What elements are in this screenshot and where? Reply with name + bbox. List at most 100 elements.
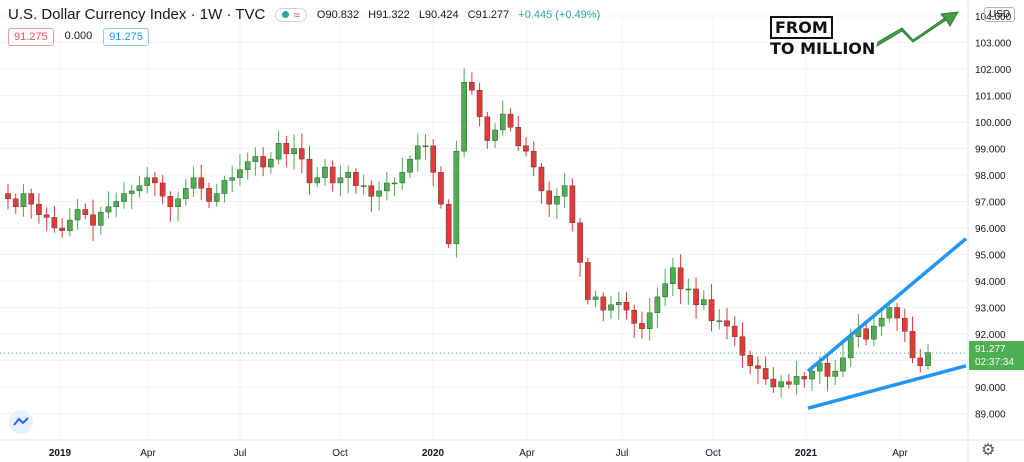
x-tick-label: 2021	[795, 448, 818, 459]
candle-body	[755, 365, 761, 369]
x-tick-label: Jul	[616, 448, 629, 459]
candle-body	[384, 182, 390, 192]
candle-body	[353, 172, 359, 186]
candle-body	[778, 381, 784, 388]
y-tick-label: 92.000	[975, 330, 1006, 341]
candle-body	[306, 158, 313, 184]
candle-body	[569, 185, 576, 223]
candle-body	[159, 182, 166, 197]
logo-line1: FROM	[770, 16, 833, 39]
x-tick-label: Apr	[519, 448, 535, 459]
indicator-box-3[interactable]: 91.275	[103, 28, 149, 46]
candle-body	[902, 317, 908, 332]
last-price-value: 91.277	[975, 344, 1006, 355]
high-value: H91.322	[368, 8, 410, 21]
candle-body	[206, 188, 212, 202]
candle-body	[693, 288, 699, 306]
y-tick-label: 101.000	[975, 92, 1012, 103]
candle-body	[291, 148, 297, 155]
y-tick-label: 98.000	[975, 171, 1006, 182]
candle-body	[175, 198, 181, 208]
candle-body	[183, 188, 189, 200]
candle-body	[561, 185, 568, 197]
candle-body	[770, 378, 777, 388]
candle-body	[747, 355, 753, 367]
candle-body	[894, 307, 900, 319]
candle-body	[476, 89, 483, 117]
candle-body	[925, 352, 931, 366]
candle-body	[762, 368, 769, 380]
y-tick-label: 104.000	[975, 12, 1012, 23]
candle-body	[871, 325, 877, 340]
x-tick-label: Oct	[705, 448, 721, 459]
candle-body	[484, 116, 491, 141]
x-tick-label: Jul	[234, 448, 247, 459]
candle-body	[438, 172, 444, 205]
candle-body	[670, 267, 676, 284]
candle-body	[546, 190, 552, 205]
candle-body	[461, 82, 467, 152]
candle-body	[190, 177, 197, 189]
candle-body	[499, 113, 506, 131]
y-tick-label: 102.000	[975, 65, 1012, 76]
symbol-title[interactable]: U.S. Dollar Currency Index · 1W · TVC	[8, 6, 266, 23]
y-tick-label: 94.000	[975, 277, 1006, 288]
candle-body	[608, 304, 614, 311]
y-tick-label: 99.000	[975, 145, 1006, 156]
candle-body	[523, 145, 529, 152]
candle-body	[36, 203, 42, 215]
ohlc-readout: O90.832 H91.322 L90.424 C91.277 +0.445 (…	[317, 9, 606, 21]
x-tick-label: Apr	[892, 448, 908, 459]
candle-body	[229, 177, 236, 181]
candle-body	[422, 145, 429, 148]
indicator-box-2: 0.000	[64, 30, 93, 42]
candle-body	[414, 145, 421, 160]
candle-body	[623, 302, 630, 311]
candle-body	[430, 145, 437, 173]
candle-body	[739, 336, 746, 356]
candle-body	[840, 357, 846, 372]
y-tick-label: 89.000	[975, 410, 1006, 421]
candle-body	[337, 177, 344, 184]
lower-trendline	[807, 364, 967, 410]
y-tick-label: 103.000	[975, 39, 1012, 50]
candle-body	[28, 193, 34, 205]
candle-body	[90, 214, 96, 226]
candle-body	[407, 158, 413, 173]
candle-body	[469, 82, 475, 91]
candle-body	[97, 211, 104, 226]
market-status-badge[interactable]: ≈	[275, 7, 307, 22]
candle-body	[329, 166, 336, 184]
indicator-values: 91.275 0.000 91.275	[8, 28, 149, 46]
candle-body	[700, 299, 707, 306]
candle-body	[708, 299, 715, 321]
candle-body	[82, 209, 89, 215]
candle-body	[268, 158, 274, 168]
candle-body	[445, 203, 452, 245]
candle-body	[847, 336, 854, 359]
y-tick-label: 93.000	[975, 304, 1006, 315]
indicator-box-1[interactable]: 91.275	[8, 28, 54, 46]
candle-body	[167, 195, 174, 207]
tradingview-logo-icon[interactable]	[9, 410, 33, 434]
candle-body	[345, 172, 351, 178]
gear-icon[interactable]: ⚙	[981, 442, 996, 459]
candle-body	[492, 129, 498, 141]
x-tick-label: Apr	[140, 448, 156, 459]
candle-body	[51, 217, 58, 229]
candle-body	[152, 177, 158, 184]
candle-body	[909, 331, 916, 359]
candle-body	[376, 190, 382, 197]
candle-body	[221, 180, 228, 194]
candle-body	[360, 185, 367, 187]
candle-body	[43, 214, 50, 218]
candle-body	[12, 198, 19, 208]
candle-body	[67, 219, 73, 231]
candle-body	[824, 362, 831, 377]
candle-body	[677, 267, 684, 290]
candle-body	[275, 142, 282, 160]
candle-body	[554, 195, 560, 205]
currency-label[interactable]: USD	[984, 7, 1016, 22]
y-tick-label: 96.000	[975, 224, 1006, 235]
